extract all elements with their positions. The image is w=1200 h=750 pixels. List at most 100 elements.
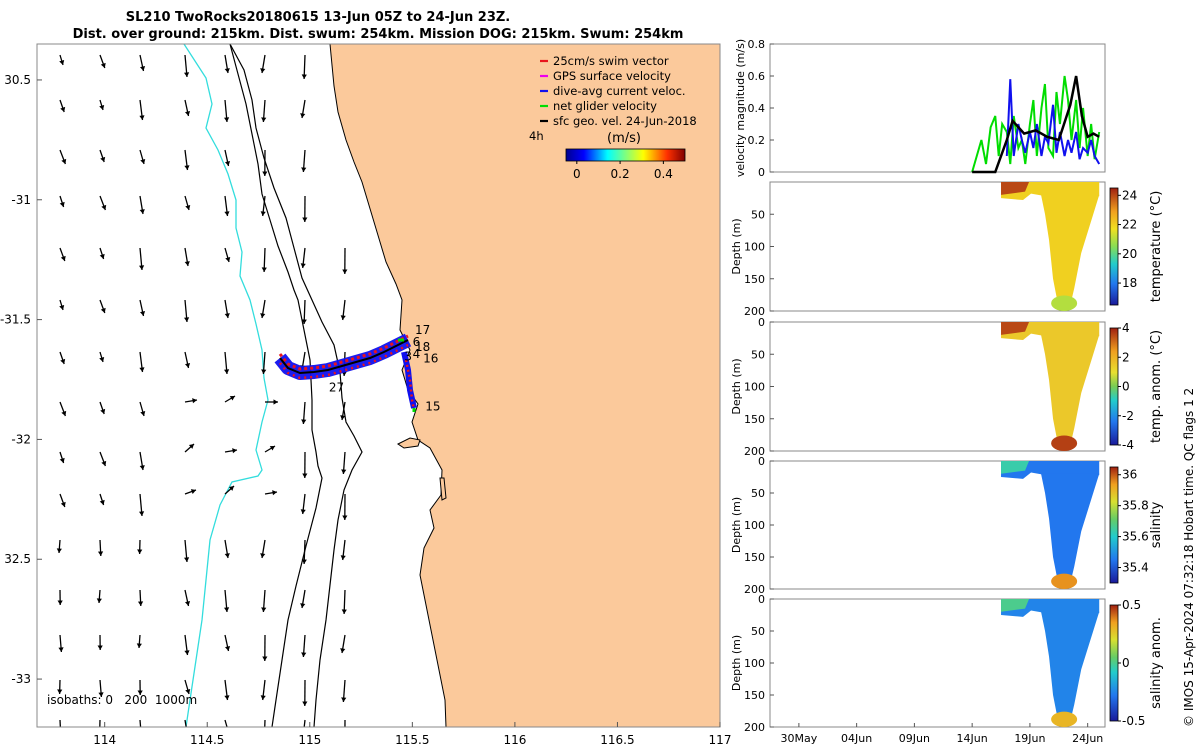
velocity-arrow xyxy=(139,493,145,517)
velocity-arrow xyxy=(139,54,146,72)
velocity-arrow-head xyxy=(59,59,65,65)
velocity-arrow-head xyxy=(59,304,65,310)
profile-y-tick-label: 200 xyxy=(744,445,765,458)
velocity-arrow-shaft xyxy=(264,719,266,727)
velocity-arrow xyxy=(99,54,106,69)
profile-nearshore-patch xyxy=(1001,322,1030,335)
velocity-arrow-head xyxy=(58,647,64,652)
velocity-arrow xyxy=(96,589,102,604)
speed-colorbar xyxy=(565,148,686,162)
footer-copyright: © IMOS 15-Apr-2024 07:32:18 Hobart time.… xyxy=(1182,388,1196,727)
profile-nearshore-patch xyxy=(1001,461,1030,474)
velocity-arrow-head xyxy=(300,603,306,608)
velocity-arrow-head xyxy=(260,695,266,700)
velocity-arrow xyxy=(224,679,230,701)
velocity-y-tick-label: 0.8 xyxy=(748,38,766,51)
glider-path-line xyxy=(279,339,409,375)
map-y-tick-label: 32.5 xyxy=(4,552,31,566)
velocity-arrow xyxy=(99,451,107,467)
velocity-arrow-head xyxy=(300,113,306,118)
velocity-arrow xyxy=(139,195,145,215)
velocity-arrow-head xyxy=(137,549,143,554)
profile-y-tick-label: 0 xyxy=(758,316,765,329)
profile-colorbar-tick-label: 24 xyxy=(1122,188,1137,202)
profile-y-axis-label: Depth (m) xyxy=(730,218,743,274)
velocity-arrow xyxy=(224,634,231,652)
velocity-series-line xyxy=(972,75,1100,174)
velocity-arrow xyxy=(99,351,105,363)
velocity-series-line xyxy=(971,75,1101,173)
profile-deep-section xyxy=(1041,473,1100,588)
velocity-arrow xyxy=(99,247,105,260)
velocity-arrow xyxy=(59,195,65,208)
velocity-arrow-head xyxy=(184,111,191,116)
map-x-tick-label: 115.5 xyxy=(395,733,429,747)
velocity-arrow-head xyxy=(300,263,306,268)
velocity-arrow-shaft xyxy=(303,719,306,727)
profile-y-tick-label: 50 xyxy=(751,487,765,500)
velocity-arrow-head xyxy=(341,469,347,474)
profile-y-tick-label: 200 xyxy=(744,721,765,734)
profile-colorbar-label: salinity anom. xyxy=(1149,617,1164,709)
velocity-arrow-head xyxy=(139,367,145,372)
velocity-arrow-head xyxy=(58,731,63,736)
garden-island xyxy=(439,477,447,501)
map-x-tick-label: 114 xyxy=(93,733,116,747)
velocity-arrow-head xyxy=(100,62,106,68)
profile-colorbar xyxy=(1109,327,1119,446)
velocity-arrow xyxy=(139,719,142,727)
velocity-arrow-head xyxy=(139,311,146,316)
profile-panel: 0 50 100 150 200 Depth (m) 0.5 0 -0.5 salinity an… xyxy=(730,593,1164,734)
velocity-arrow xyxy=(262,149,268,177)
isobath-0m xyxy=(229,44,363,727)
velocity-arrow-head xyxy=(99,499,105,505)
velocity-arrow-head xyxy=(139,115,145,120)
velocity-arrow-head xyxy=(140,158,146,164)
velocity-arrow-head xyxy=(136,643,142,648)
speed-colorbar-ticks: 0 0.2 0.4 xyxy=(573,161,673,181)
velocity-series-line xyxy=(1005,79,1101,165)
velocity-arrow xyxy=(301,401,307,425)
velocity-arrow xyxy=(224,351,230,375)
velocity-arrow xyxy=(99,149,106,163)
velocity-arrow-head xyxy=(139,265,145,270)
time-axis: 30May 04Jun 09Jun 14Jun 19Jun 24Jun xyxy=(781,723,1103,745)
velocity-arrow xyxy=(260,299,266,319)
profile-panel: 0 50 100 150 200 Depth (m) 4 2 0 -2 -4 temp. anom. … xyxy=(730,316,1164,458)
profile-colorbar xyxy=(1109,604,1119,722)
velocity-arrow-head xyxy=(261,607,267,612)
velocity-arrow-head xyxy=(302,701,308,706)
map-title-line2: Dist. over ground: 215km. Dist. swum: 25… xyxy=(73,27,684,42)
velocity-arrow-head xyxy=(139,465,145,470)
velocity-arrow xyxy=(300,589,306,609)
velocity-arrow xyxy=(344,719,346,727)
velocity-arrow-head xyxy=(301,559,307,564)
velocity-y-tick-label: 0 xyxy=(758,166,765,179)
velocity-arrow-head xyxy=(188,444,194,449)
velocity-arrow xyxy=(301,54,307,80)
velocity-arrow-head xyxy=(185,688,191,694)
velocity-arrow xyxy=(260,54,266,74)
profile-y-tick-label: 0 xyxy=(758,593,765,606)
swim-vector-south-leg xyxy=(404,359,416,411)
velocity-arrow xyxy=(184,634,190,656)
map-frame xyxy=(36,43,721,728)
velocity-arrow-head xyxy=(101,460,107,466)
velocity-arrow-head xyxy=(57,689,63,694)
velocity-arrow-head xyxy=(184,557,190,562)
profile-y-tick-label: 150 xyxy=(744,413,765,426)
velocity-arrow xyxy=(56,539,62,554)
velocity-arrow xyxy=(137,539,143,555)
velocity-arrow xyxy=(99,401,106,415)
velocity-arrow xyxy=(261,351,267,375)
velocity-arrow-head xyxy=(97,551,104,556)
velocity-arrow-head xyxy=(341,609,347,614)
velocity-arrow-head xyxy=(139,66,146,71)
track-day-label: 27 xyxy=(329,380,344,394)
profile-y-axis-label: Depth (m) xyxy=(730,358,743,414)
velocity-arrow xyxy=(57,589,63,606)
velocity-arrow xyxy=(224,589,230,613)
